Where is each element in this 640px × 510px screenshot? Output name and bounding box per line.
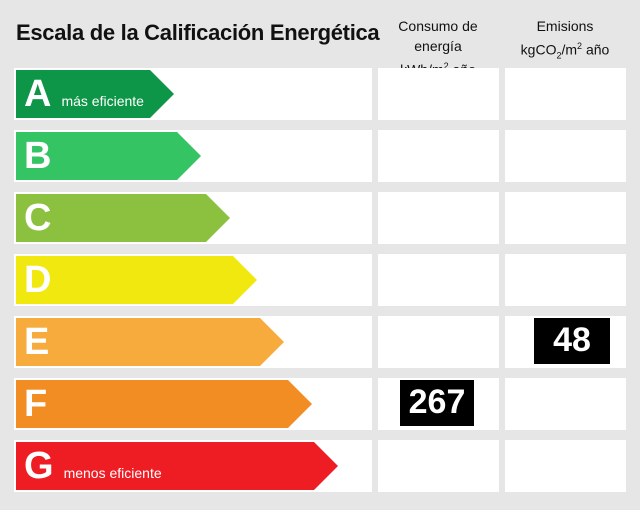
class-letter: E xyxy=(24,321,50,363)
class-letter: F xyxy=(24,383,48,425)
class-letter: A xyxy=(24,73,52,115)
class-arrow-c: C xyxy=(16,194,230,242)
consumo-cell xyxy=(378,192,499,244)
class-arrow-e: E xyxy=(16,318,284,366)
consumo-cell xyxy=(378,316,499,368)
consumo-cell xyxy=(378,440,499,492)
class-letter: D xyxy=(24,259,52,301)
class-letter: C xyxy=(24,197,52,239)
consumo-cell xyxy=(378,68,499,120)
scale-row-b: B xyxy=(0,130,640,182)
consumo-cell xyxy=(378,254,499,306)
class-arrow-b: B xyxy=(16,132,201,180)
emisiones-cell xyxy=(505,192,626,244)
consumo-header-label: Consumo de energía xyxy=(398,18,478,54)
page-title: Escala de la Calificación Energética xyxy=(16,20,380,45)
consumo-cell xyxy=(378,130,499,182)
class-label: más eficiente xyxy=(61,93,144,109)
emisiones-cell xyxy=(505,440,626,492)
emisiones-cell xyxy=(505,68,626,120)
emisiones-cell xyxy=(505,254,626,306)
class-arrow-d: D xyxy=(16,256,257,304)
scale-row-f: F 267 xyxy=(0,378,640,430)
scale-row-e: E 48 xyxy=(0,316,640,368)
consumo-value-badge: 267 xyxy=(400,380,474,426)
scale-row-d: D xyxy=(0,254,640,306)
class-letter: B xyxy=(24,135,52,177)
emisiones-cell xyxy=(505,130,626,182)
scale-row-c: C xyxy=(0,192,640,244)
class-letter: G xyxy=(24,445,54,487)
class-arrow-f: F xyxy=(16,380,312,428)
class-label: menos eficiente xyxy=(63,465,162,481)
emisiones-column-header: Emisions kgCO2/m2 año xyxy=(503,16,627,65)
emisiones-value-badge: 48 xyxy=(534,318,610,364)
emisiones-header-unit: kgCO2/m2 año xyxy=(520,41,610,61)
emisiones-cell xyxy=(505,378,626,430)
emisiones-header-label: Emisions xyxy=(536,18,594,34)
